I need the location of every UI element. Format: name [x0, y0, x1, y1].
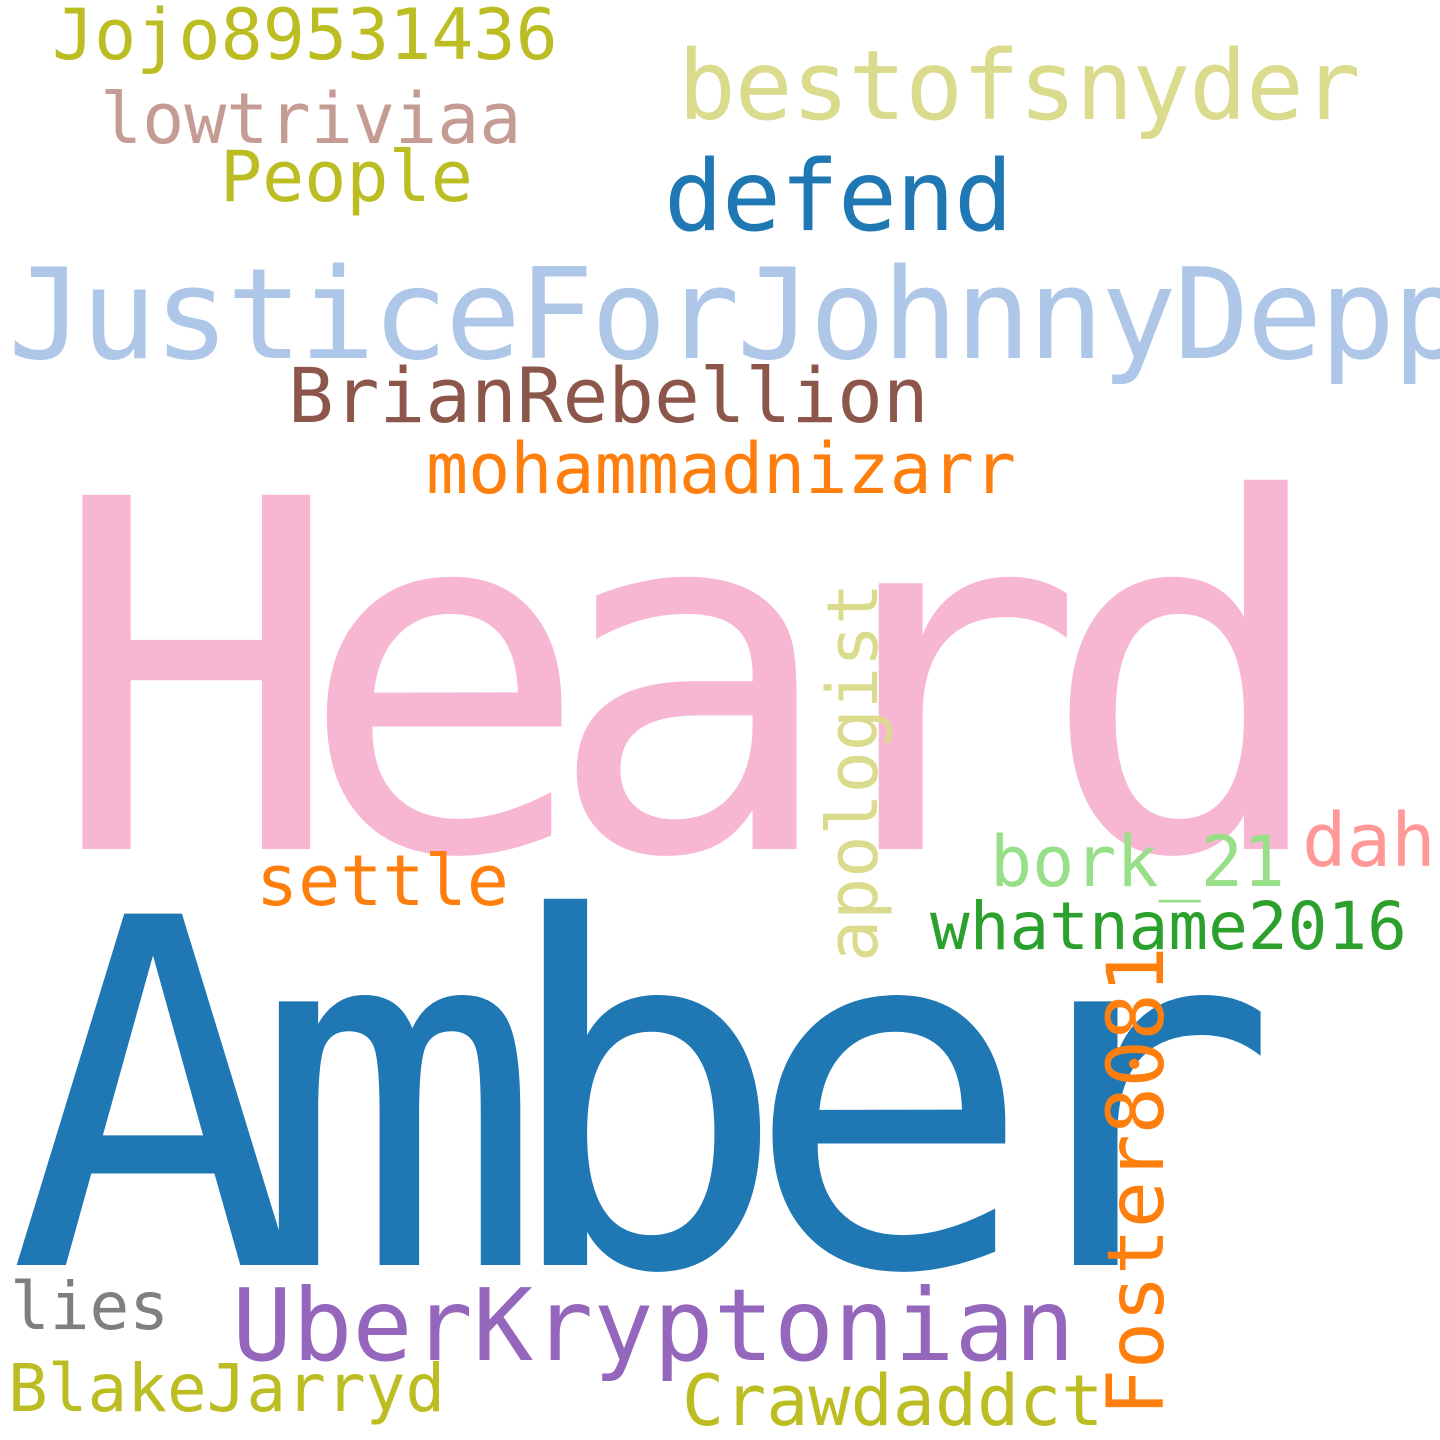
word-jojo89531436: Jojo89531436 [52, 0, 558, 76]
word-apologist: apologist [812, 582, 894, 962]
word-uber-kryptonian: UberKryptonian [232, 1267, 1075, 1384]
word-dah: dah [1302, 798, 1436, 884]
word-people: People [220, 136, 473, 218]
word-lies: lies [10, 1268, 169, 1345]
word-justice-for-johnny-depp: JusticeForJohnnyDepp [8, 241, 1440, 388]
word-crawdaddct: Crawdaddct [682, 1360, 1104, 1440]
word-blake-jarryd: BlakeJarryd [8, 1350, 446, 1427]
word-whatname2016: whatname2016 [930, 888, 1407, 965]
word-bestofsnyder: bestofsnyder [678, 30, 1361, 142]
word-settle: settle [256, 840, 509, 922]
word-heard: Heard [50, 398, 1333, 964]
word-mohammadnizarr: mohammadnizarr [426, 428, 1017, 510]
word-amber: Amber [8, 818, 1279, 1379]
word-defend: defend [664, 140, 1013, 254]
word-brian-rebellion: BrianRebellion [288, 351, 929, 440]
word-lowtriviaa: lowtriviaa [100, 78, 522, 160]
word-bork-21: bork_21 [990, 821, 1286, 903]
word-foster8081: Foster8081 [1092, 946, 1182, 1416]
